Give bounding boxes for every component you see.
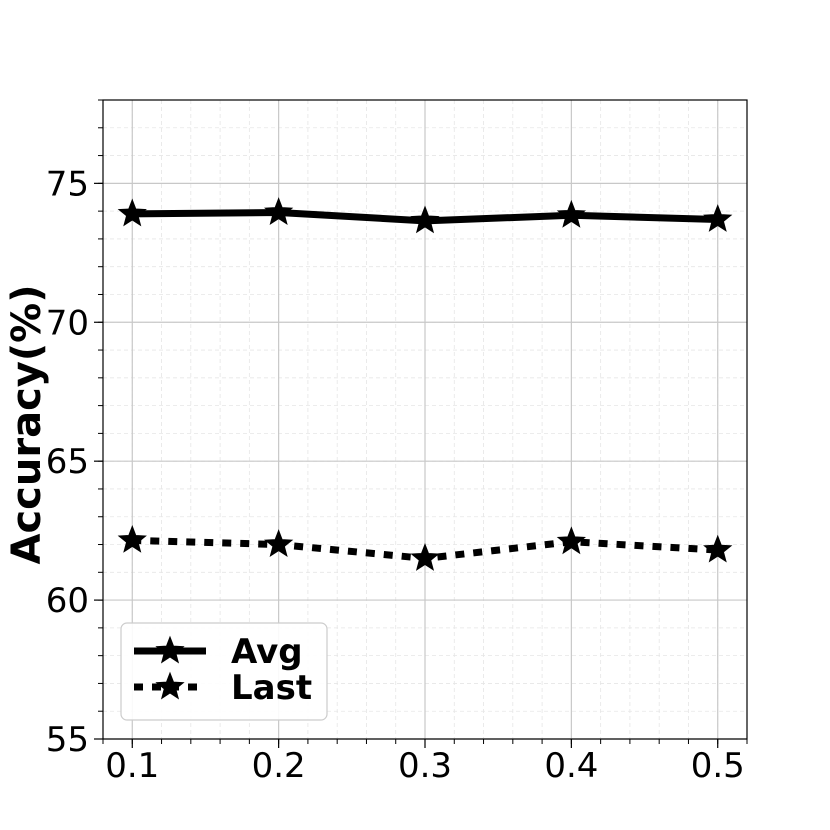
y-axis-label: Accuracy(%)	[4, 285, 50, 565]
data-point-last	[263, 529, 294, 557]
legend-marker-last	[155, 671, 185, 700]
series-layer	[117, 197, 733, 571]
x-tick-label: 0.2	[252, 746, 306, 786]
data-point-avg	[117, 198, 147, 227]
y-tick-label: 60	[46, 581, 89, 621]
data-point-avg	[556, 199, 587, 228]
legend-label-avg: Avg	[231, 632, 303, 672]
x-tick-label: 0.1	[105, 746, 159, 786]
y-tick-label: 75	[46, 164, 89, 204]
data-point-last	[117, 524, 147, 553]
y-tick-label: 65	[46, 442, 89, 482]
x-tick-label: 0.5	[691, 746, 745, 786]
x-tick-label: 0.4	[544, 746, 598, 786]
data-point-avg	[703, 204, 733, 232]
y-tick-label: 55	[46, 720, 89, 760]
data-point-last	[410, 543, 440, 571]
x-tick-label: 0.3	[398, 746, 452, 786]
legend-label-last: Last	[231, 668, 312, 708]
y-tick-label: 70	[46, 303, 89, 343]
data-point-avg	[263, 197, 294, 225]
legend-marker-avg	[155, 635, 185, 664]
axis-ticks: 0.1 0.2 0.3 0.4 0.5 55 60 65 70 75	[46, 99, 748, 786]
data-point-last	[556, 526, 587, 555]
data-point-avg	[410, 205, 440, 234]
data-point-last	[703, 534, 733, 563]
